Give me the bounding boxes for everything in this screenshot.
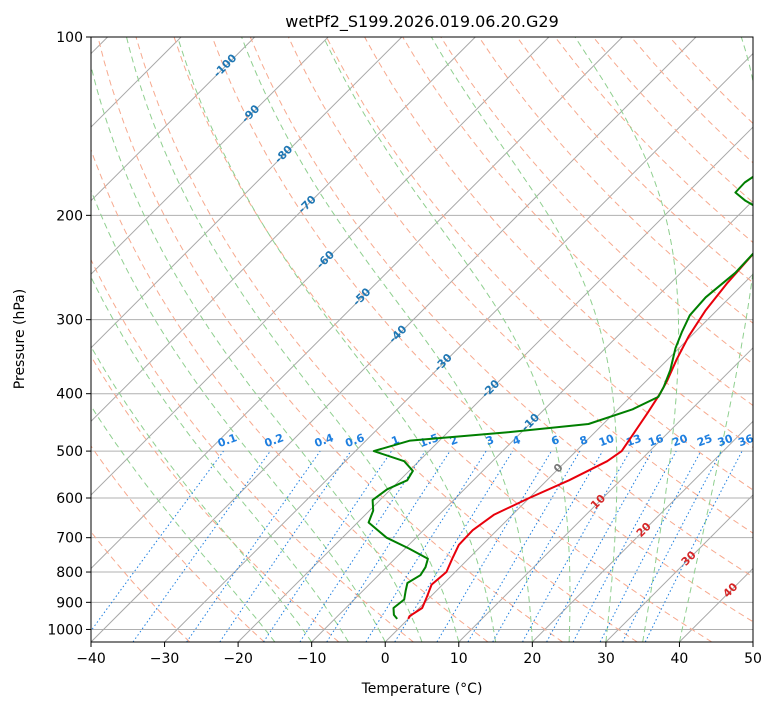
mixing-ratio-line bbox=[522, 450, 631, 642]
isotherm-line bbox=[91, 37, 623, 570]
mixing-ratio-line bbox=[263, 450, 392, 642]
isotherm-line bbox=[91, 37, 476, 423]
mixing-ratio-line bbox=[644, 450, 743, 642]
moist-adiabat-line bbox=[91, 188, 386, 642]
mixing-ratio-line bbox=[326, 450, 451, 642]
moist-adiabat-line bbox=[430, 37, 618, 642]
dry-adiabat-line bbox=[173, 37, 713, 642]
mixing-ratio-label: 6 bbox=[549, 433, 561, 448]
isotherm-line bbox=[91, 37, 329, 275]
x-tick-label: −30 bbox=[150, 651, 180, 667]
mixing-ratio-label: 1 bbox=[390, 433, 402, 448]
isotherm-line bbox=[91, 37, 550, 496]
background-lines bbox=[91, 37, 753, 642]
dry-adiabat-line bbox=[91, 445, 265, 642]
mixing-ratio-label: 16 bbox=[646, 432, 665, 450]
x-tick-label: 40 bbox=[671, 651, 689, 667]
y-tick-label: 800 bbox=[56, 565, 83, 581]
chart-title: wetPf2_S199.2026.019.06.20.G29 bbox=[285, 12, 559, 32]
mixing-ratio-line bbox=[572, 450, 677, 642]
moist-adiabat-line bbox=[177, 37, 497, 642]
plot-area bbox=[91, 37, 753, 642]
y-tick-label: 900 bbox=[56, 595, 83, 611]
x-axis-label: Temperature (°C) bbox=[361, 681, 483, 697]
mixing-ratio-label: 1.5 bbox=[418, 431, 441, 450]
y-tick-label: 600 bbox=[56, 491, 83, 507]
x-tick-label: 20 bbox=[523, 651, 541, 667]
dry-adiabat-line bbox=[211, 37, 753, 623]
plot-frame bbox=[90, 36, 754, 643]
mixing-ratio-label: 0.2 bbox=[263, 431, 286, 450]
y-axis: 100 200 300 400 500 600 700 800 900 1000 bbox=[47, 30, 91, 638]
mixing-ratio-label: 10 bbox=[597, 432, 616, 450]
y-tick-label: 100 bbox=[56, 30, 83, 46]
isotherm-line bbox=[91, 37, 403, 349]
isotherm-line bbox=[605, 494, 753, 642]
dry-adiabat-line bbox=[135, 37, 638, 642]
x-tick-label: 30 bbox=[597, 651, 615, 667]
dry-adiabat-line bbox=[97, 37, 563, 642]
moist-adiabat-line bbox=[91, 275, 349, 642]
x-tick-label: −40 bbox=[76, 651, 106, 667]
mixing-ratio-label: 0.6 bbox=[343, 431, 366, 450]
x-tick-label: −10 bbox=[297, 651, 327, 667]
mixing-ratio-label: 25 bbox=[695, 432, 714, 449]
mixing-ratio-label: 8 bbox=[578, 433, 590, 448]
isotherm-line bbox=[237, 126, 753, 642]
moist-adiabat-line bbox=[323, 37, 571, 642]
y-tick-label: 1000 bbox=[47, 622, 83, 638]
mixing-ratio-label: 13 bbox=[624, 432, 643, 449]
dry-adiabat-line bbox=[249, 37, 753, 578]
isotherm-line bbox=[91, 37, 256, 202]
mixing-ratio-label: 36 bbox=[737, 432, 756, 450]
isotherm-line bbox=[458, 347, 753, 642]
mixing-ratio-label: 0.4 bbox=[313, 431, 336, 450]
y-tick-label: 300 bbox=[56, 313, 83, 329]
dry-adiabat-line bbox=[287, 37, 753, 534]
dry-adiabat-line bbox=[91, 355, 340, 642]
profile-series bbox=[367, 175, 753, 620]
dewpoint-line bbox=[367, 175, 753, 620]
mixing-ratio-label: 0.1 bbox=[216, 431, 239, 450]
mixing-ratio-line bbox=[132, 450, 271, 642]
x-axis: −40 −30 −20 −10 0 10 20 30 40 50 bbox=[76, 642, 762, 667]
moist-adiabat-line bbox=[574, 37, 680, 642]
mixing-ratio-label: 4 bbox=[511, 433, 523, 448]
x-tick-label: −20 bbox=[223, 651, 253, 667]
mixing-ratio-label: 3 bbox=[484, 433, 496, 448]
dry-adiabat-line bbox=[326, 37, 753, 491]
mixing-ratio-label: 2 bbox=[448, 433, 460, 448]
y-axis-label: Pressure (hPa) bbox=[12, 289, 28, 389]
mixing-ratio-label: 20 bbox=[671, 432, 690, 450]
mixing-ratio-line bbox=[186, 450, 321, 642]
moist-adiabat-line bbox=[91, 345, 313, 642]
mixing-ratio-line bbox=[219, 450, 352, 642]
mixing-ratio-line bbox=[394, 450, 514, 642]
y-tick-label: 700 bbox=[56, 531, 83, 547]
y-tick-label: 500 bbox=[56, 444, 83, 460]
mixing-ratio-label: 30 bbox=[716, 432, 735, 450]
isotherm-line bbox=[164, 52, 753, 642]
isotherm-line bbox=[531, 420, 753, 642]
x-tick-label: 0 bbox=[381, 651, 390, 667]
mixing-ratio-line bbox=[546, 450, 653, 642]
y-tick-label: 400 bbox=[56, 387, 83, 403]
moist-adiabat-line bbox=[91, 405, 276, 642]
moist-adiabat-line bbox=[678, 37, 753, 642]
mixing-ratio-line bbox=[91, 450, 224, 632]
x-tick-label: 10 bbox=[450, 651, 468, 667]
x-tick-label: 50 bbox=[744, 651, 762, 667]
moist-adiabat-line bbox=[241, 37, 533, 642]
moist-adiabat-line bbox=[126, 37, 460, 642]
dry-adiabat-line bbox=[91, 258, 414, 642]
mixing-ratio-line bbox=[299, 450, 426, 642]
y-tick-label: 200 bbox=[56, 208, 83, 224]
